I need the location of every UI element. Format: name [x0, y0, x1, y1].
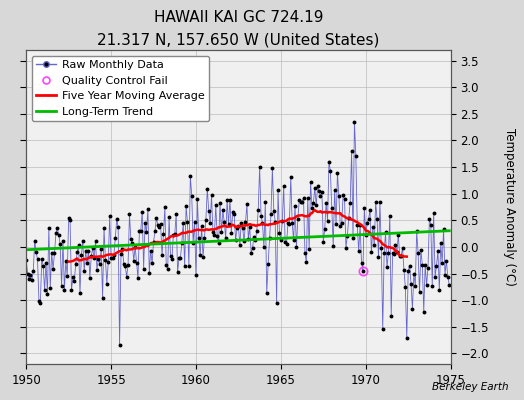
Title: HAWAII KAI GC 724.19
21.317 N, 157.650 W (United States): HAWAII KAI GC 724.19 21.317 N, 157.650 W… [97, 10, 379, 48]
Legend: Raw Monthly Data, Quality Control Fail, Five Year Moving Average, Long-Term Tren: Raw Monthly Data, Quality Control Fail, … [32, 56, 209, 121]
Y-axis label: Temperature Anomaly (°C): Temperature Anomaly (°C) [503, 128, 516, 286]
Text: Berkeley Earth: Berkeley Earth [432, 382, 508, 392]
